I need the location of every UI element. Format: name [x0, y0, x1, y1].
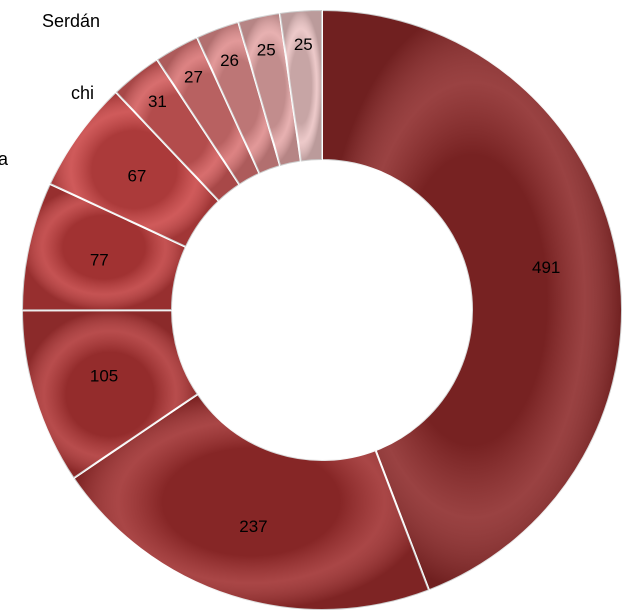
- legend-entry: chi: [71, 83, 94, 103]
- data-label: 27: [184, 68, 203, 87]
- donut: [20, 8, 623, 611]
- data-label: 25: [294, 35, 313, 54]
- data-label: 25: [257, 40, 276, 59]
- data-label: 77: [90, 251, 109, 270]
- data-label: 491: [532, 258, 560, 277]
- legend-entry: Serdán: [42, 11, 100, 31]
- legend-entry: a: [0, 149, 9, 169]
- data-label: 31: [148, 92, 167, 111]
- data-label: 67: [127, 166, 146, 185]
- data-label: 237: [239, 517, 267, 536]
- data-label: 26: [220, 51, 239, 70]
- data-label: 105: [90, 366, 118, 385]
